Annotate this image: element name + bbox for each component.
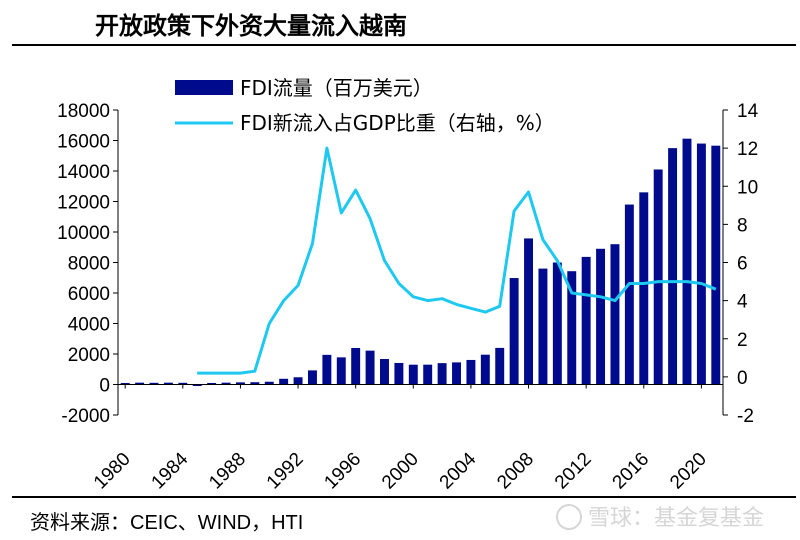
- bar-2008: [524, 238, 534, 385]
- bar-2012: [581, 256, 591, 385]
- bar-2000: [408, 364, 418, 385]
- bar-1994: [322, 354, 332, 385]
- left-tick-label: 12000: [57, 193, 110, 214]
- x-tick-label: 2008: [493, 449, 538, 494]
- bar-1989: [250, 382, 260, 385]
- bar-series: [120, 138, 721, 387]
- legend: FDI流量（百万美元） FDI新流入占GDP比重（右轴，%）: [175, 76, 555, 135]
- x-tick-label: 1992: [263, 449, 308, 494]
- bar-1985: [192, 384, 202, 387]
- x-tick-label: 1984: [148, 448, 193, 493]
- left-tick-label: 10000: [57, 223, 110, 244]
- x-tick-label: 1988: [205, 449, 250, 494]
- bar-2018: [668, 148, 678, 385]
- right-tick-label: 4: [737, 292, 748, 313]
- bar-1982: [149, 382, 159, 385]
- bar-1996: [351, 347, 361, 385]
- x-tick-label: 2016: [609, 449, 654, 494]
- right-tick-label: 6: [737, 254, 748, 275]
- bar-2005: [480, 354, 490, 385]
- source-note: 资料来源：CEIC、WIND，HTI: [30, 512, 304, 534]
- fdi-gdp-share-line: [197, 146, 717, 375]
- bar-2002: [437, 363, 447, 385]
- bar-1981: [135, 382, 145, 385]
- chart-title: 开放政策下外资大量流入越南: [95, 11, 407, 40]
- right-tick-label: 14: [737, 101, 759, 122]
- bar-2013: [596, 248, 606, 385]
- bar-1984: [178, 382, 188, 385]
- left-tick-label: 8000: [68, 254, 110, 275]
- bar-1997: [365, 350, 375, 385]
- bar-1992: [293, 377, 303, 385]
- right-axis-ticks: -2 0 2 4 6 8 10 12 14: [723, 101, 759, 427]
- bar-1990: [264, 381, 274, 385]
- bar-1999: [394, 362, 404, 385]
- left-axis-ticks: -2000 0 2000 4000 6000 8000 10000 12000 14000 160…: [57, 101, 118, 427]
- left-tick-label: 18000: [57, 101, 110, 122]
- bar-1991: [279, 378, 289, 385]
- bar-1988: [235, 382, 245, 385]
- bar-1983: [163, 382, 173, 385]
- bar-2015: [624, 204, 634, 385]
- x-tick-label: 1980: [90, 449, 135, 494]
- left-tick-label: -2000: [61, 406, 110, 427]
- bar-1987: [221, 382, 231, 385]
- bar-1980: [120, 382, 130, 385]
- bar-2020: [696, 143, 706, 385]
- bar-2010: [552, 262, 562, 385]
- x-axis-ticks: 1980 1984 1988 1992 1996 2000 2004 2008 2012 2016…: [90, 384, 711, 494]
- legend-bar-swatch: [175, 80, 233, 95]
- right-tick-label: 8: [737, 215, 748, 236]
- right-tick-label: 12: [737, 139, 758, 160]
- right-tick-label: 10: [737, 177, 758, 198]
- x-tick-label: 1996: [320, 449, 365, 494]
- bar-2004: [466, 359, 476, 385]
- x-tick-label: 2000: [378, 449, 423, 494]
- fdi-chart: -2000 0 2000 4000 6000 8000 10000 12000 14000 160…: [57, 76, 759, 494]
- legend-line-label: FDI新流入占GDP比重（右轴，%）: [240, 111, 555, 135]
- left-tick-label: 14000: [57, 162, 110, 183]
- x-tick-label: 2004: [436, 448, 481, 493]
- left-tick-label: 0: [99, 376, 110, 397]
- bar-1998: [380, 359, 389, 385]
- left-tick-label: 6000: [68, 284, 110, 305]
- bar-2017: [653, 169, 663, 385]
- bar-2001: [423, 364, 433, 385]
- x-tick-label: 2020: [666, 449, 711, 494]
- x-tick-label: 2012: [551, 449, 596, 494]
- right-tick-label: 0: [737, 368, 748, 389]
- bar-1986: [207, 382, 217, 385]
- bar-2003: [452, 362, 461, 385]
- watermark: 雪球：基金复基金: [556, 500, 764, 532]
- title-divider: [12, 44, 796, 46]
- bar-2016: [639, 192, 649, 385]
- line-series: [197, 146, 717, 375]
- bar-1993: [307, 370, 317, 385]
- left-tick-label: 2000: [68, 345, 110, 366]
- left-tick-label: 16000: [57, 132, 110, 153]
- watermark-text: 雪球：基金复基金: [588, 506, 765, 531]
- bar-2006: [495, 347, 505, 385]
- bar-2011: [567, 271, 577, 385]
- bar-2014: [610, 244, 620, 385]
- bar-2007: [509, 278, 519, 385]
- bar-2009: [538, 268, 548, 385]
- right-tick-label: -2: [737, 406, 754, 427]
- bar-2019: [682, 138, 692, 385]
- right-tick-label: 2: [737, 330, 748, 351]
- snowball-logo-icon: [556, 504, 582, 530]
- bar-1995: [336, 357, 346, 385]
- legend-bar-label: FDI流量（百万美元）: [240, 76, 433, 100]
- bar-2021: [711, 145, 721, 385]
- left-tick-label: 4000: [68, 315, 110, 336]
- footer-divider: [12, 496, 796, 498]
